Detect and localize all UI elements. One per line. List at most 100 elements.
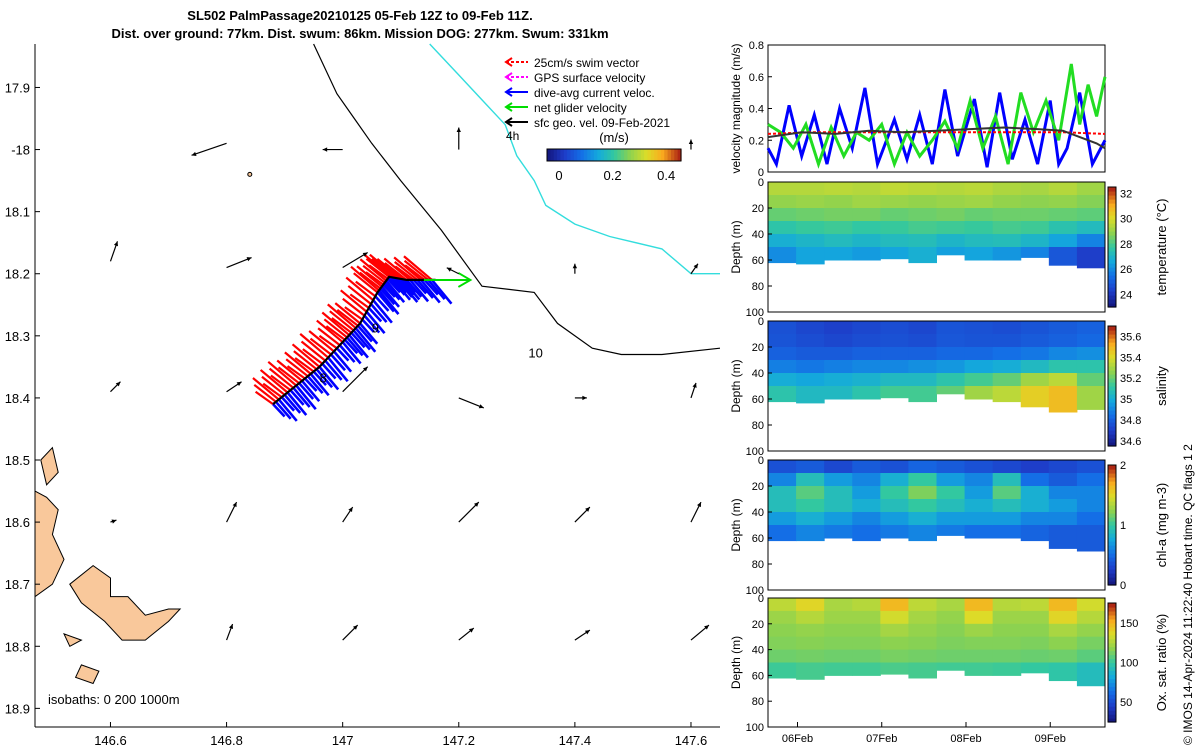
- heatmap-cell: [1048, 662, 1078, 682]
- heatmap-cell: [936, 360, 966, 374]
- current-vector: [390, 276, 412, 301]
- swim-vector: [365, 257, 390, 278]
- heatmap-colorbar-frame: [1107, 602, 1117, 723]
- colorbar-swatch: [654, 149, 659, 161]
- current-vector: [365, 310, 386, 335]
- heatmap-cell: [824, 499, 853, 513]
- heatmap-colorbar-swatch: [1108, 259, 1116, 264]
- current-vector: [309, 373, 330, 397]
- legend-arrowhead: [504, 87, 513, 97]
- heatmap-cell: [1076, 373, 1106, 387]
- heatmap-cell: [992, 473, 1022, 487]
- heatmap-colorbar-swatch: [1108, 666, 1116, 672]
- heatmap-cell: [908, 649, 937, 663]
- colorbar-swatch: [640, 149, 645, 161]
- current-vector: [372, 299, 393, 324]
- heatmap-cell: [1020, 247, 1050, 258]
- heatmap-cell: [1048, 598, 1078, 612]
- heatmap-cell: [796, 373, 825, 387]
- heatmap-cell: [852, 623, 881, 638]
- heatmap-colorbar-swatch: [1108, 410, 1116, 415]
- current-vector: [396, 277, 419, 303]
- heatmap-cell: [1020, 473, 1050, 487]
- swim-vector: [356, 265, 383, 288]
- heatmap-cell: [1020, 525, 1050, 542]
- heatmap-cell: [992, 347, 1022, 361]
- map-y-tick-label: 18.9: [5, 701, 30, 716]
- heatmap-frame: [767, 181, 1106, 313]
- current-vector: [430, 279, 453, 305]
- island-0: [34, 490, 65, 598]
- heatmap-cell: [768, 182, 797, 196]
- heatmap-colorbar-swatch: [1108, 414, 1116, 419]
- current-vector: [312, 370, 328, 386]
- heatmap-cell: [936, 234, 966, 248]
- heatmap-cell: [796, 598, 825, 612]
- current-vector: [412, 279, 428, 295]
- heatmap-cell: [1048, 234, 1078, 248]
- heatmap-frame: [767, 597, 1106, 728]
- depth-tick-label: 40: [752, 368, 764, 380]
- heatmap-colorbar-swatch: [1108, 581, 1116, 586]
- colorbar-swatch: [557, 149, 561, 161]
- depth-tick-label: 100: [746, 307, 764, 319]
- heatmap-cell: [936, 373, 966, 387]
- heatmap-colorbar-tick-label: 150: [1120, 618, 1138, 630]
- heatmap-colorbar-swatch: [1108, 223, 1116, 228]
- heatmap-cell: [824, 221, 853, 235]
- colorbar-swatch: [650, 149, 655, 161]
- current-vector: [376, 291, 395, 313]
- current-vector: [405, 279, 423, 298]
- colorbar-swatch: [597, 149, 602, 161]
- heatmap-cell: [796, 636, 825, 651]
- colorbar-swatch: [674, 149, 679, 161]
- heatmap-cell: [824, 347, 853, 361]
- heatmap-colorbar-swatch: [1108, 251, 1116, 256]
- heatmap-cell: [1048, 347, 1078, 361]
- sfc-geo-vector-head: [352, 625, 358, 630]
- sfc-geo-vector-head: [585, 507, 590, 512]
- swim-vector: [318, 334, 338, 350]
- sfc-geo-vector-head: [115, 381, 121, 387]
- heatmap-colorbar-swatch: [1108, 430, 1116, 435]
- swim-vector: [383, 257, 411, 281]
- heatmap-cell: [1020, 373, 1050, 387]
- swim-vector: [394, 265, 415, 281]
- swim-vector: [262, 382, 283, 399]
- heatmap-cell: [964, 473, 994, 487]
- current-vector: [363, 314, 381, 334]
- heatmap-cell: [796, 182, 825, 196]
- heatmap-colorbar-swatch: [1108, 215, 1116, 220]
- heatmap-colorbar-swatch: [1108, 338, 1116, 343]
- heatmap-cell: [852, 360, 881, 374]
- heatmap-colorbar-label: temperature (°C): [1154, 199, 1169, 296]
- heatmap-cell: [908, 182, 937, 196]
- heatmap-cell: [1048, 195, 1078, 209]
- heatmap-colorbar-swatch: [1108, 358, 1116, 363]
- current-vector: [361, 318, 375, 333]
- heatmap-cell: [1076, 636, 1106, 651]
- legend-entry: sfc geo. vel. 09-Feb-2021: [534, 116, 670, 130]
- depth-tick-label: 40: [752, 645, 764, 657]
- swim-vector: [300, 340, 326, 362]
- heatmap-cell: [964, 649, 994, 663]
- day-label: 9: [372, 321, 379, 336]
- heatmap-cell: [936, 334, 966, 348]
- heatmap-cell: [768, 486, 797, 500]
- current-vector: [348, 334, 369, 359]
- colorbar-swatch: [577, 149, 582, 161]
- map-x-tick-label: 147.4: [559, 733, 592, 748]
- colorbar-swatch: [590, 149, 595, 161]
- heatmap-colorbar-swatch: [1108, 694, 1116, 699]
- heatmap-colorbar-swatch: [1108, 231, 1116, 236]
- heatmap-cell: [964, 662, 994, 676]
- heatmap-cell: [908, 321, 937, 335]
- heatmap-cell: [1076, 221, 1106, 235]
- swim-vector: [347, 285, 372, 305]
- heatmap-cell: [964, 195, 994, 209]
- heatmap-cell: [936, 610, 966, 625]
- colorbar-swatch: [580, 149, 585, 161]
- velocity-y-tick-label: 0.4: [749, 104, 764, 116]
- heatmap-cell: [880, 208, 909, 222]
- heatmap-cell: [1048, 486, 1078, 500]
